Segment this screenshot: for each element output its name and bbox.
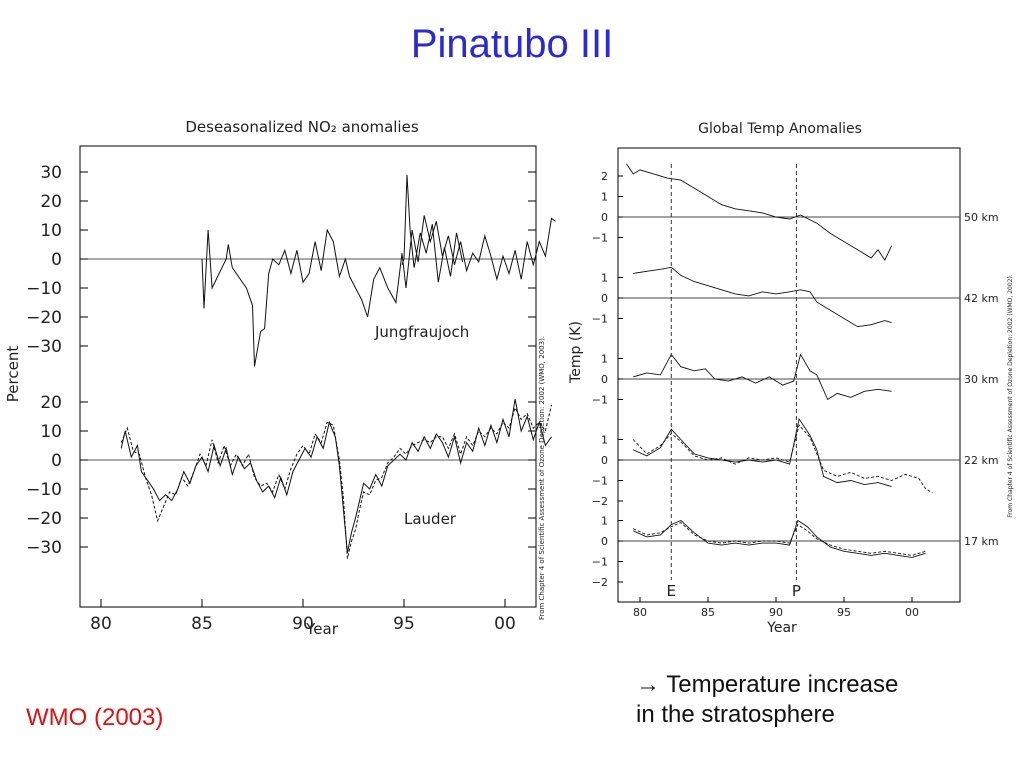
event-label: E (667, 582, 676, 600)
series-solid (633, 266, 892, 328)
x-tick-label: 95 (837, 606, 851, 619)
y-tick-label: 1 (601, 434, 608, 447)
series-solid (633, 353, 892, 401)
y-tick-label: −1 (592, 313, 608, 326)
y-tick-label: −30 (26, 538, 62, 558)
arrow-right-icon: → (636, 671, 660, 698)
series-solid (633, 417, 892, 488)
no2-anomalies-chart: Deseasonalized NO₂ anomalies 30 20 10 0 −10 −2… (4, 118, 556, 638)
y-tick-label: 10 (40, 221, 62, 241)
x-tick-label: 95 (393, 614, 415, 634)
y-tick-label: 0 (601, 535, 608, 548)
series-solid (120, 399, 552, 553)
series-dashed (633, 522, 926, 556)
y-tick-label: 20 (40, 393, 62, 413)
x-axis-label: Year (305, 620, 339, 638)
y-tick-label: 0 (601, 454, 608, 467)
y-tick-label: 1 (601, 191, 608, 204)
y-tick-label: 1 (601, 272, 608, 285)
altitude-label: 17 km (964, 535, 999, 548)
x-axis-label: Year (766, 620, 797, 636)
x-tick-label: 00 (905, 606, 919, 619)
y-tick-label: −1 (592, 394, 608, 407)
y-tick-label: −10 (26, 279, 62, 299)
y-tick-label: 0 (601, 373, 608, 386)
y-axis-label: Percent (4, 346, 22, 403)
x-tick-label: 00 (494, 614, 516, 634)
series-dashed (632, 424, 933, 494)
y-tick-label: 2 (601, 170, 608, 183)
series-dashed (120, 404, 552, 559)
temp-anomalies-chart: Global Temp Anomalies 2 1 0 −1 50 km 1 0 −1 42 km… (568, 121, 1014, 636)
plot-frame (79, 145, 537, 608)
source-label: WMO (2003) (26, 704, 164, 731)
caption: → Temperature increase in the stratosphe… (636, 670, 898, 730)
x-tick-label: 80 (633, 606, 647, 619)
y-tick-label: −1 (592, 232, 608, 245)
y-tick-label: −10 (26, 480, 62, 500)
altitude-label: 22 km (964, 454, 999, 467)
y-tick-label: 0 (51, 451, 62, 471)
y-tick-label: 20 (40, 192, 62, 212)
y-tick-label: −2 (592, 495, 608, 508)
series-solid (401, 174, 464, 283)
caption-line-2: in the stratosphere (636, 701, 835, 728)
series-solid (201, 215, 556, 367)
y-tick-label: −1 (592, 475, 608, 488)
chart-title: Deseasonalized NO₂ anomalies (185, 118, 418, 136)
series-solid (626, 163, 893, 262)
y-tick-label: −30 (26, 337, 62, 357)
y-tick-label: −1 (592, 556, 608, 569)
altitude-label: 30 km (964, 373, 999, 386)
panel-label: Lauder (404, 510, 457, 528)
x-tick-label: 90 (769, 606, 783, 619)
x-tick-label: 85 (701, 606, 715, 619)
altitude-label: 42 km (964, 292, 999, 305)
plot-frame (617, 147, 961, 603)
y-tick-label: 0 (601, 292, 608, 305)
y-tick-label: 1 (601, 353, 608, 366)
y-tick-label: 10 (40, 422, 62, 442)
x-tick-label: 80 (90, 614, 112, 634)
y-axis-label: Temp (K) (568, 321, 584, 384)
y-tick-label: 1 (601, 515, 608, 528)
y-tick-label: −20 (26, 308, 62, 328)
x-tick-label: 85 (191, 614, 213, 634)
credit-text: From Chapter 4 of Scientific Assessment … (1007, 274, 1014, 518)
caption-line-1: Temperature increase (666, 671, 899, 698)
event-label: P (792, 582, 801, 600)
panel-label: Jungfraujoch (374, 323, 469, 341)
series-solid (633, 519, 926, 558)
slide-title: Pinatubo III (410, 22, 614, 66)
x-tick-label: 90 (292, 614, 314, 634)
credit-text: From Chapter 4 of Scientific Assessment … (538, 336, 546, 620)
altitude-label: 50 km (964, 211, 999, 224)
y-tick-label: 30 (40, 163, 62, 183)
chart-title: Global Temp Anomalies (698, 121, 862, 137)
y-tick-label: −2 (592, 576, 608, 589)
y-tick-label: −20 (26, 509, 62, 529)
y-tick-label: 0 (601, 211, 608, 224)
y-tick-label: 0 (51, 250, 62, 270)
